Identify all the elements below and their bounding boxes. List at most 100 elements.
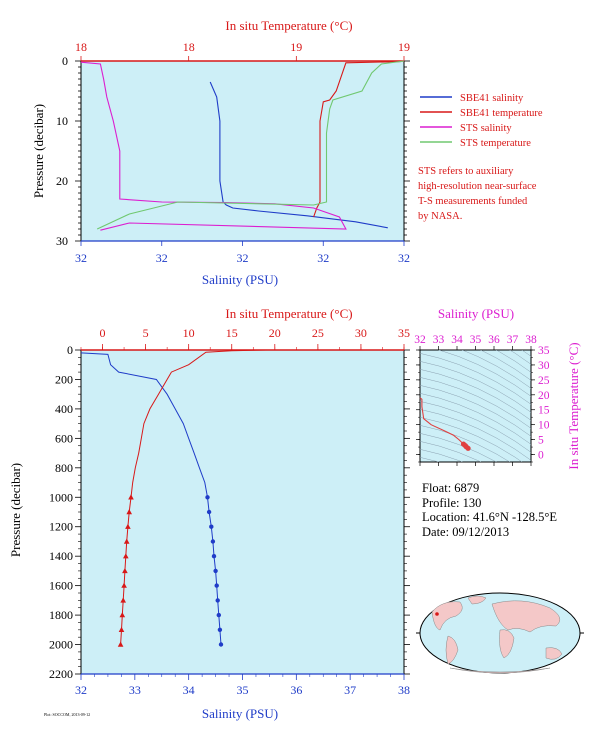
bottom-salinity-point	[217, 627, 223, 632]
ts-sal-tick-label: 34	[451, 334, 463, 346]
map-land-africa	[499, 629, 515, 659]
bottom-pressure-tick-label: 600	[55, 431, 73, 445]
annotation-line-3: by NASA.	[418, 211, 462, 222]
ts-profile-point	[465, 445, 471, 451]
bottom-salinity-point	[218, 642, 224, 647]
bottom-temp-tick-label: 25	[312, 326, 324, 340]
bottom-salinity-point	[216, 612, 221, 618]
ts-contour-line	[437, 350, 531, 397]
ts-sal-axis-label: Salinity (PSU)	[438, 306, 514, 321]
ts-contour-line	[420, 353, 531, 405]
bottom-temperature-line	[120, 349, 267, 645]
ts-sal-tick-label: 38	[525, 334, 537, 346]
bottom-temp-tick-label: 30	[355, 326, 367, 340]
bottom-salinity-point	[215, 598, 220, 603]
top-pressure-tick-3: 30	[56, 234, 68, 248]
bottom-pressure-tick-label: 1600	[49, 579, 73, 593]
bottom-pressure-tick-label: 2200	[49, 667, 73, 681]
bottom-sal-tick-label: 33	[129, 683, 141, 697]
float-id: Float: 6879	[422, 481, 480, 495]
ts-temp-tick-label: 30	[538, 360, 550, 372]
profile-date: Date: 09/12/2013	[422, 524, 510, 539]
map-land-americas-s	[445, 635, 459, 665]
bottom-salinity-point	[206, 509, 212, 515]
bottom-pressure-tick-label: 1800	[49, 608, 73, 622]
ts-contour-line	[420, 377, 531, 429]
ts-temp-axis-label: In situ Temperature (°C)	[566, 342, 581, 469]
bottom-temperature-point	[123, 538, 130, 544]
bottom-temperature-point	[118, 626, 125, 632]
bottom-salinity-line	[80, 352, 222, 645]
top-series-sbe41-temperature	[313, 61, 401, 218]
bottom-sal-tick-label: 38	[398, 683, 410, 697]
bottom-temperature-point	[125, 523, 131, 529]
ts-contour-line	[420, 409, 531, 461]
ts-sal-tick-label: 32	[414, 334, 426, 346]
ts-sal-tick-label: 33	[433, 334, 445, 346]
bottom-salinity-point	[211, 554, 217, 559]
bottom-salinity-point	[209, 524, 214, 529]
top-temp-tick-2: 19	[290, 40, 302, 54]
ts-temp-tick-label: 20	[538, 390, 550, 402]
ts-sal-tick-label: 37	[507, 334, 519, 346]
top-temp-axis-label: In situ Temperature (°C)	[225, 18, 352, 33]
sts-annotation: STS refers to auxiliary high-resolution …	[418, 166, 537, 222]
bottom-temp-tick-label: 10	[183, 326, 195, 340]
bottom-pressure-tick-label: 400	[55, 402, 73, 416]
ts-temp-tick-label: 15	[538, 405, 550, 417]
bottom-pressure-tick-label: 800	[55, 461, 73, 475]
bottom-temp-tick-label: 15	[226, 326, 238, 340]
top-sal-tick-3: 32	[317, 251, 329, 265]
bottom-temperature-point	[128, 494, 134, 500]
bottom-temp-axis-label: In situ Temperature (°C)	[225, 306, 352, 321]
top-series-sts-salinity	[80, 61, 347, 231]
bottom-temp-tick-label: 5	[143, 326, 149, 340]
ts-contour-line	[461, 350, 531, 389]
bottom-pressure-tick-label: 1200	[49, 520, 73, 534]
map-land-australia	[545, 647, 563, 660]
bottom-plot-area	[80, 349, 405, 675]
bottom-pressure-tick-label: 1000	[49, 490, 73, 504]
top-temp-tick-3: 19	[398, 40, 410, 54]
legend-label-sts-temperature: STS temperature	[460, 138, 531, 149]
map-land-greenland	[467, 595, 487, 605]
ts-temp-tick-label: 10	[538, 420, 550, 432]
top-sal-tick-4: 32	[398, 251, 410, 265]
ts-contour-line	[420, 425, 511, 462]
ts-contour-line	[420, 369, 531, 421]
float-info: Float: 6879 Profile: 130 Location: 41.6°…	[422, 481, 557, 539]
bottom-temperature-point	[120, 597, 126, 603]
bottom-sal-tick-label: 32	[75, 683, 87, 697]
float-location: Location: 41.6°N -128.5°E	[422, 510, 557, 524]
ts-sal-tick-label: 36	[488, 334, 500, 346]
map-land-antarctica	[449, 667, 551, 674]
annotation-line-0: STS refers to auxiliary	[418, 166, 514, 177]
bottom-pressure-tick-label: 2000	[49, 638, 73, 652]
ts-contour-line	[400, 270, 551, 340]
top-pressure-axis-label: Pressure (decibar)	[31, 104, 46, 198]
bottom-pressure-axis-label: Pressure (decibar)	[8, 463, 23, 557]
top-sal-axis-label: Salinity (PSU)	[202, 272, 278, 287]
top-sal-tick-0: 32	[75, 251, 87, 265]
legend-label-sts-salinity: STS salinity	[460, 123, 512, 134]
bottom-temperature-point	[126, 509, 132, 515]
bottom-salinity-point	[213, 568, 218, 574]
top-pressure-tick-1: 10	[56, 114, 68, 128]
bottom-sal-tick-label: 37	[344, 683, 356, 697]
ts-temp-tick-label: 5	[538, 435, 544, 447]
ts-contour-line	[420, 361, 531, 413]
ts-axis-ticks	[416, 346, 535, 466]
ts-density-contours	[400, 270, 551, 462]
bottom-temperature-point	[123, 553, 129, 559]
bottom-sal-tick-label: 35	[237, 683, 249, 697]
bottom-temperature-point	[117, 641, 124, 647]
top-temp-tick-0: 18	[75, 40, 87, 54]
bottom-pressure-tick-label: 200	[55, 372, 73, 386]
ts-temp-tick-label: 35	[538, 345, 550, 357]
ts-sal-tick-label: 35	[470, 334, 482, 346]
float-location-marker	[435, 612, 439, 616]
top-axis-ticks	[75, 56, 410, 246]
bottom-temperature-point	[122, 567, 128, 574]
